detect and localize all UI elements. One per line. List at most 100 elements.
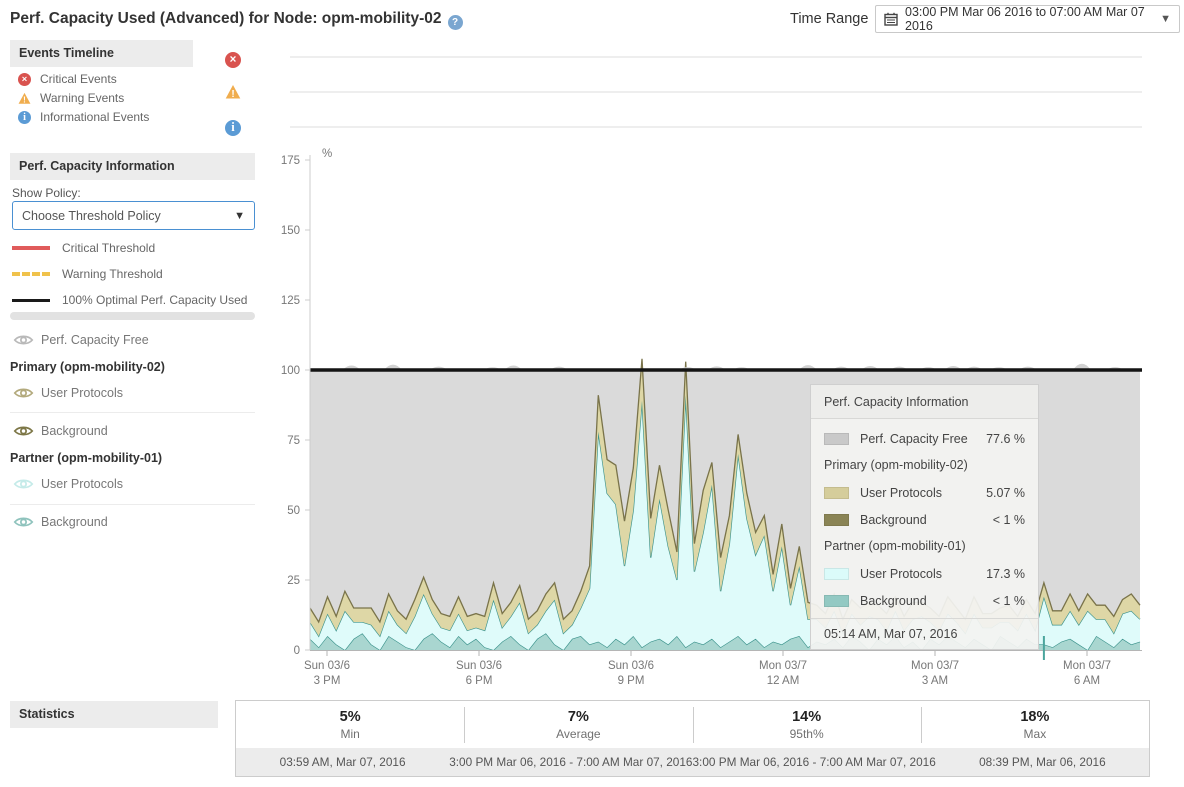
tooltip-series-swatch (824, 486, 849, 499)
legend-divider (10, 504, 255, 505)
stat-column-min: 5% Min (236, 701, 464, 748)
critical-event-icon: × (225, 52, 241, 68)
series-legend-label: User Protocols (41, 386, 123, 400)
threshold-legend-item: Warning Threshold (12, 267, 252, 281)
chevron-down-icon: ▼ (234, 209, 245, 222)
eye-visibility-icon[interactable] (13, 515, 34, 529)
time-range-selector[interactable]: 03:00 PM Mar 06 2016 to 07:00 AM Mar 07 … (875, 5, 1180, 33)
x-tick-label-date: Mon 03/7 (911, 660, 959, 672)
event-lane-icon-info: i (225, 118, 241, 136)
tooltip-series-value: 17.3 % (986, 566, 1025, 581)
y-tick-label: 25 (287, 575, 300, 587)
tooltip-series-value: < 1 % (992, 512, 1025, 527)
stat-column-average: 7% Average (464, 701, 692, 748)
critical-event-icon: × (18, 72, 31, 86)
tooltip-series-label: Background (860, 593, 927, 608)
series-legend-label: User Protocols (41, 477, 123, 491)
stat-label: Max (1023, 727, 1047, 741)
show-policy-label: Show Policy: (12, 186, 81, 200)
threshold-policy-value: Choose Threshold Policy (22, 208, 161, 223)
x-tick-label-date: Sun 03/6 (456, 660, 502, 672)
legend-divider (10, 412, 255, 413)
tooltip-title: Perf. Capacity Information (811, 385, 1038, 419)
tooltip-group-label: Partner (opm-mobility-01) (824, 539, 966, 553)
tooltip-series-value: 5.07 % (986, 485, 1025, 500)
x-tick-label-time: 6 AM (1074, 675, 1100, 687)
series-legend-item[interactable]: User Protocols (13, 477, 248, 491)
event-lane-icon-critical: × (225, 50, 241, 68)
series-legend-item[interactable]: Background (13, 515, 248, 529)
series-legend-item[interactable]: Perf. Capacity Free (13, 333, 248, 347)
series-legend-item[interactable]: Background (13, 424, 248, 438)
eye-visibility-icon[interactable] (13, 333, 34, 347)
tooltip-timestamp: 05:14 AM, Mar 07, 2016 (811, 618, 1038, 649)
help-icon[interactable]: ? (447, 15, 463, 30)
stat-value: 5% (339, 709, 361, 725)
stat-column-divider (920, 707, 922, 743)
eye-visibility-icon[interactable] (13, 386, 34, 400)
eye-visibility-icon[interactable] (13, 477, 34, 491)
svg-text:!: ! (23, 95, 26, 104)
tooltip-series-swatch (824, 567, 849, 580)
y-tick-label: 75 (287, 435, 300, 447)
x-tick-label-time: 9 PM (618, 675, 645, 687)
series-area-2 (310, 358, 1140, 636)
stat-value: 18% (1020, 709, 1050, 725)
tooltip-series-value: < 1 % (992, 593, 1025, 608)
stat-date-range: 08:39 PM, Mar 06, 2016 (979, 755, 1106, 769)
threshold-legend-label: Warning Threshold (62, 267, 163, 281)
eye-visibility-icon[interactable] (13, 424, 34, 438)
tooltip-row: Perf. Capacity Free 77.6 % (824, 425, 1025, 452)
tooltip-series-label: User Protocols (860, 566, 942, 581)
y-tick-label: 50 (287, 505, 300, 517)
x-tick-label-time: 3 PM (314, 675, 341, 687)
calendar-icon (884, 12, 898, 26)
events-legend-item-info: i Informational Events (18, 110, 238, 124)
statistics-header: Statistics (10, 701, 218, 728)
events-legend-label: Warning Events (40, 91, 125, 105)
tooltip-row: Background < 1 % (824, 506, 1025, 533)
warning-event-icon: ! (18, 92, 31, 105)
tooltip-series-swatch (824, 594, 849, 607)
series-legend-label: Background (41, 424, 108, 438)
stat-date-range: 03:59 AM, Mar 07, 2016 (279, 755, 406, 769)
tooltip-series-swatch (824, 432, 849, 445)
tooltip-series-label: Background (860, 512, 927, 527)
tooltip-row: Background < 1 % (824, 587, 1025, 614)
threshold-policy-select[interactable]: Choose Threshold Policy ▼ (12, 201, 255, 230)
perf-capacity-chart[interactable]: 0 25 50 75 100 125 150 175% Sun 03/6 3 PM Sun 03/6… (260, 40, 1184, 690)
svg-text:!: ! (231, 89, 234, 100)
statistics-panel: 5% Min 7% Average 14% 95th% 18% Max 03:59 AM, M… (235, 700, 1150, 777)
chevron-down-icon: ▼ (1160, 13, 1171, 25)
y-tick-label: 175 (281, 155, 300, 167)
x-tick-label-date: Sun 03/6 (608, 660, 654, 672)
events-legend-item-warning: ! Warning Events (18, 91, 238, 105)
statistics-dates-row: 03:59 AM, Mar 07, 2016 3:00 PM Mar 06, 20… (236, 748, 1149, 776)
events-legend-item-critical: × Critical Events (18, 72, 238, 86)
y-tick-label: 125 (281, 295, 300, 307)
legend-scrollbar[interactable] (10, 312, 255, 320)
x-tick-label-date: Mon 03/7 (1063, 660, 1111, 672)
time-range-label: Time Range (790, 11, 869, 27)
stat-date-range: 3:00 PM Mar 06, 2016 - 7:00 AM Mar 07, 2… (692, 755, 936, 769)
series-legend-group: Primary (opm-mobility-02) (10, 360, 165, 374)
series-legend-group: Partner (opm-mobility-01) (10, 451, 163, 465)
warning-event-icon: ! (225, 84, 241, 100)
stat-column-divider (464, 707, 466, 743)
tooltip-row: User Protocols 5.07 % (824, 479, 1025, 506)
x-tick-label-time: 3 AM (922, 675, 948, 687)
tooltip-group-label: Primary (opm-mobility-02) (824, 458, 968, 472)
page-title-text: Perf. Capacity Used (Advanced) for Node:… (10, 10, 442, 27)
series-legend-item[interactable]: User Protocols (13, 386, 248, 400)
threshold-legend-item: 100% Optimal Perf. Capacity Used (12, 293, 252, 307)
y-tick-label: 100 (281, 365, 300, 377)
tooltip-series-label: User Protocols (860, 485, 942, 500)
tooltip-series-swatch (824, 513, 849, 526)
stat-value: 14% (792, 709, 822, 725)
x-tick-label-date: Sun 03/6 (304, 660, 350, 672)
perf-capacity-info-header: Perf. Capacity Information (10, 153, 255, 180)
tooltip-row: User Protocols 17.3 % (824, 560, 1025, 587)
series-area-1 (310, 395, 1140, 650)
threshold-line-swatch (12, 298, 50, 302)
event-lane-icon-warning: ! (225, 84, 241, 105)
